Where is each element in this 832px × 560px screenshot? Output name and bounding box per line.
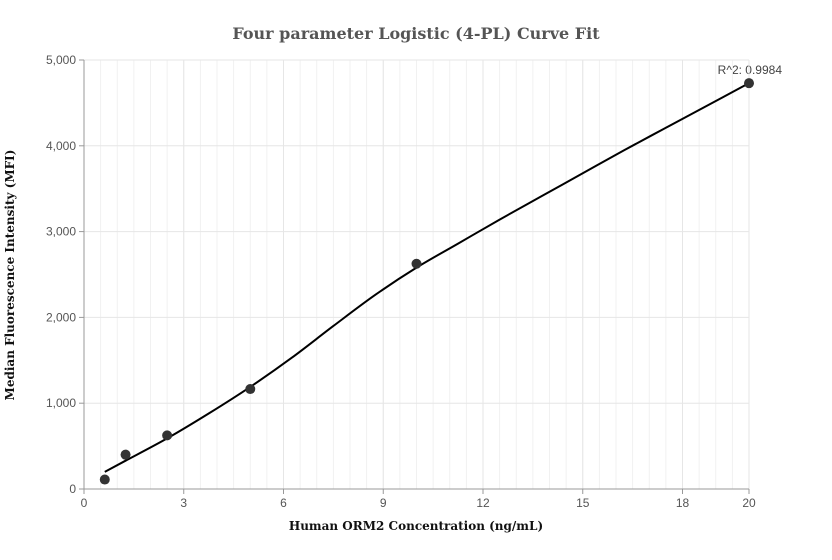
fit-curve-line bbox=[104, 82, 750, 473]
x-tick-label: 15 bbox=[576, 496, 590, 510]
x-tick-label: 20 bbox=[742, 496, 756, 510]
axes: 0 3 6 9 12 15 18 20 0 1,000 2,000 3,000 4,000 5,000 bbox=[46, 53, 756, 510]
y-tick-label: 4,000 bbox=[46, 139, 76, 153]
data-point bbox=[411, 258, 422, 269]
data-point bbox=[162, 430, 173, 441]
x-tick-label: 3 bbox=[180, 496, 187, 510]
y-axis-label: Median Fluorescence Intensity (MFI) bbox=[3, 150, 17, 401]
data-point bbox=[245, 384, 256, 395]
data-points bbox=[99, 78, 754, 485]
chart-title: Four parameter Logistic (4-PL) Curve Fit bbox=[232, 24, 600, 43]
y-tick-label: 1,000 bbox=[46, 396, 76, 410]
y-tick-label: 3,000 bbox=[46, 225, 76, 239]
fit-curve-layer bbox=[104, 82, 750, 473]
grid-lines bbox=[84, 59, 750, 489]
x-tick-label: 0 bbox=[81, 496, 88, 510]
r-squared-annotation: R^2: 0.9984 bbox=[718, 63, 783, 77]
data-point bbox=[99, 474, 110, 485]
x-tick-label: 6 bbox=[280, 496, 287, 510]
data-point bbox=[120, 449, 131, 460]
x-axis-label: Human ORM2 Concentration (ng/mL) bbox=[289, 519, 543, 533]
data-point bbox=[744, 78, 754, 89]
x-tick-label: 18 bbox=[676, 496, 690, 510]
y-tick-label: 0 bbox=[69, 482, 76, 496]
x-tick-label: 9 bbox=[380, 496, 387, 510]
y-tick-label: 2,000 bbox=[46, 310, 76, 324]
y-tick-label: 5,000 bbox=[46, 53, 76, 67]
x-tick-label: 12 bbox=[476, 496, 490, 510]
